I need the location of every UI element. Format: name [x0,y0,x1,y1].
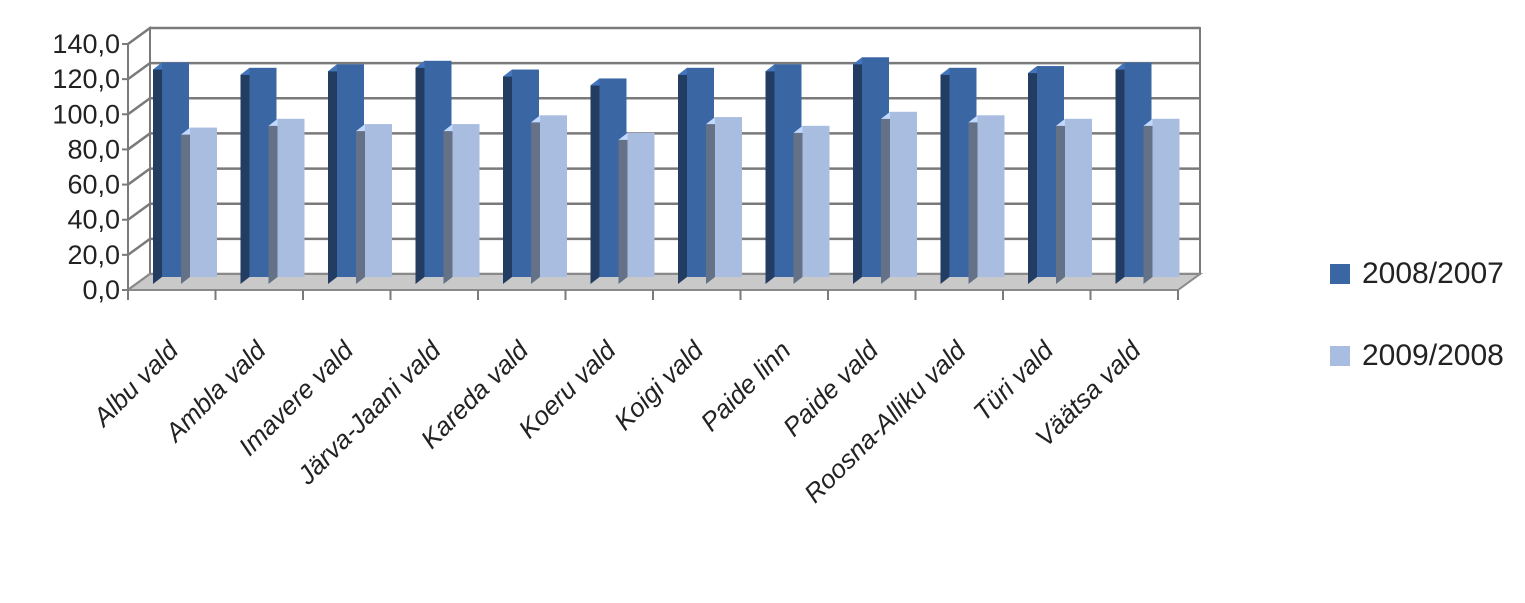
legend: 2008/2007 2009/2008 [1330,252,1504,416]
bar-side [443,124,453,284]
bar-front [1065,118,1092,277]
y-tick-label: 0,0 [82,275,120,305]
bar-series-2 [968,115,1005,284]
gridline [127,61,1200,81]
bar-side [503,69,512,285]
gridline [127,237,1200,256]
bar-side [356,124,365,284]
bar-side [328,64,337,284]
bar-front [540,115,567,277]
gridline [127,167,1200,186]
bar-series-2 [268,118,305,284]
bar-side [531,115,540,284]
bar-front [627,132,655,277]
bar-side [590,78,600,284]
bar-side [1028,66,1037,285]
y-tick-label: 120,0 [52,64,120,94]
gridline [127,132,1200,151]
back-wall-rect [149,27,1201,275]
legend-swatch-series-1 [1330,264,1350,284]
bar-side [940,67,950,285]
legend-label-series-1: 2008/2007 [1362,257,1504,290]
bars [153,57,1180,285]
bar-side [240,67,250,285]
bar-front [277,118,305,277]
bar-front [452,124,480,277]
bar-side [153,62,162,284]
bar-series-2 [1143,118,1180,284]
y-tick-label: 80,0 [67,134,120,164]
legend-item-series-2: 2009/2008 [1330,334,1504,378]
bar-front [715,117,742,277]
bar-side [1143,118,1153,284]
y-tick-label: 140,0 [52,29,120,59]
gridline [127,97,1200,116]
bar-front [977,115,1005,277]
bar-front [890,111,917,277]
bar-series-2 [181,127,217,285]
bar-side [881,111,890,284]
bar-series-2 [881,111,917,284]
legend-swatch-series-2 [1330,346,1350,366]
gridline [127,26,1200,46]
y-tick-label: 20,0 [67,240,120,270]
gridline [127,202,1200,221]
bar-series-2 [1056,118,1092,284]
bar-side [415,60,425,284]
bar-series-2 [356,124,392,284]
bar-front [190,127,217,278]
bar-side [618,132,628,284]
bar-side [765,64,775,284]
side-wall [127,26,151,292]
legend-item-series-1: 2008/2007 [1330,252,1504,296]
y-axis-tick-labels: 0,0 20,0 40,0 60,0 80,0 100,0 120,0 140,0 [52,29,120,305]
x-tick-label: Koeru vald [512,334,622,444]
bar-series-2 [793,125,830,284]
bar-front [365,124,392,277]
bar-side [968,115,978,284]
bar-side [706,117,715,284]
bar-series-2 [531,115,567,284]
chart-floor [124,44,1204,300]
x-tick-label: Koigi vald [608,334,710,436]
bar-side [181,127,190,285]
x-tick-label: Roosna-Alliku vald [798,334,973,509]
bar-side [793,125,803,284]
bar-side [853,57,862,284]
bar-side [1056,118,1065,284]
bar-side [678,67,687,285]
legend-label-series-2: 2009/2008 [1362,339,1504,372]
bar-front [1152,118,1180,277]
bar-series-2 [443,124,480,284]
y-tick-label: 100,0 [52,99,120,129]
chart-back-wall [127,26,1201,292]
bar-series-2 [618,132,655,284]
bar-side [268,118,278,284]
bar-series-1 [1115,62,1152,284]
bar-side [1115,62,1125,284]
bar-front [802,125,830,277]
y-tick-label: 40,0 [67,205,120,235]
y-tick-label: 60,0 [67,170,120,200]
bar-series-2 [706,117,742,284]
